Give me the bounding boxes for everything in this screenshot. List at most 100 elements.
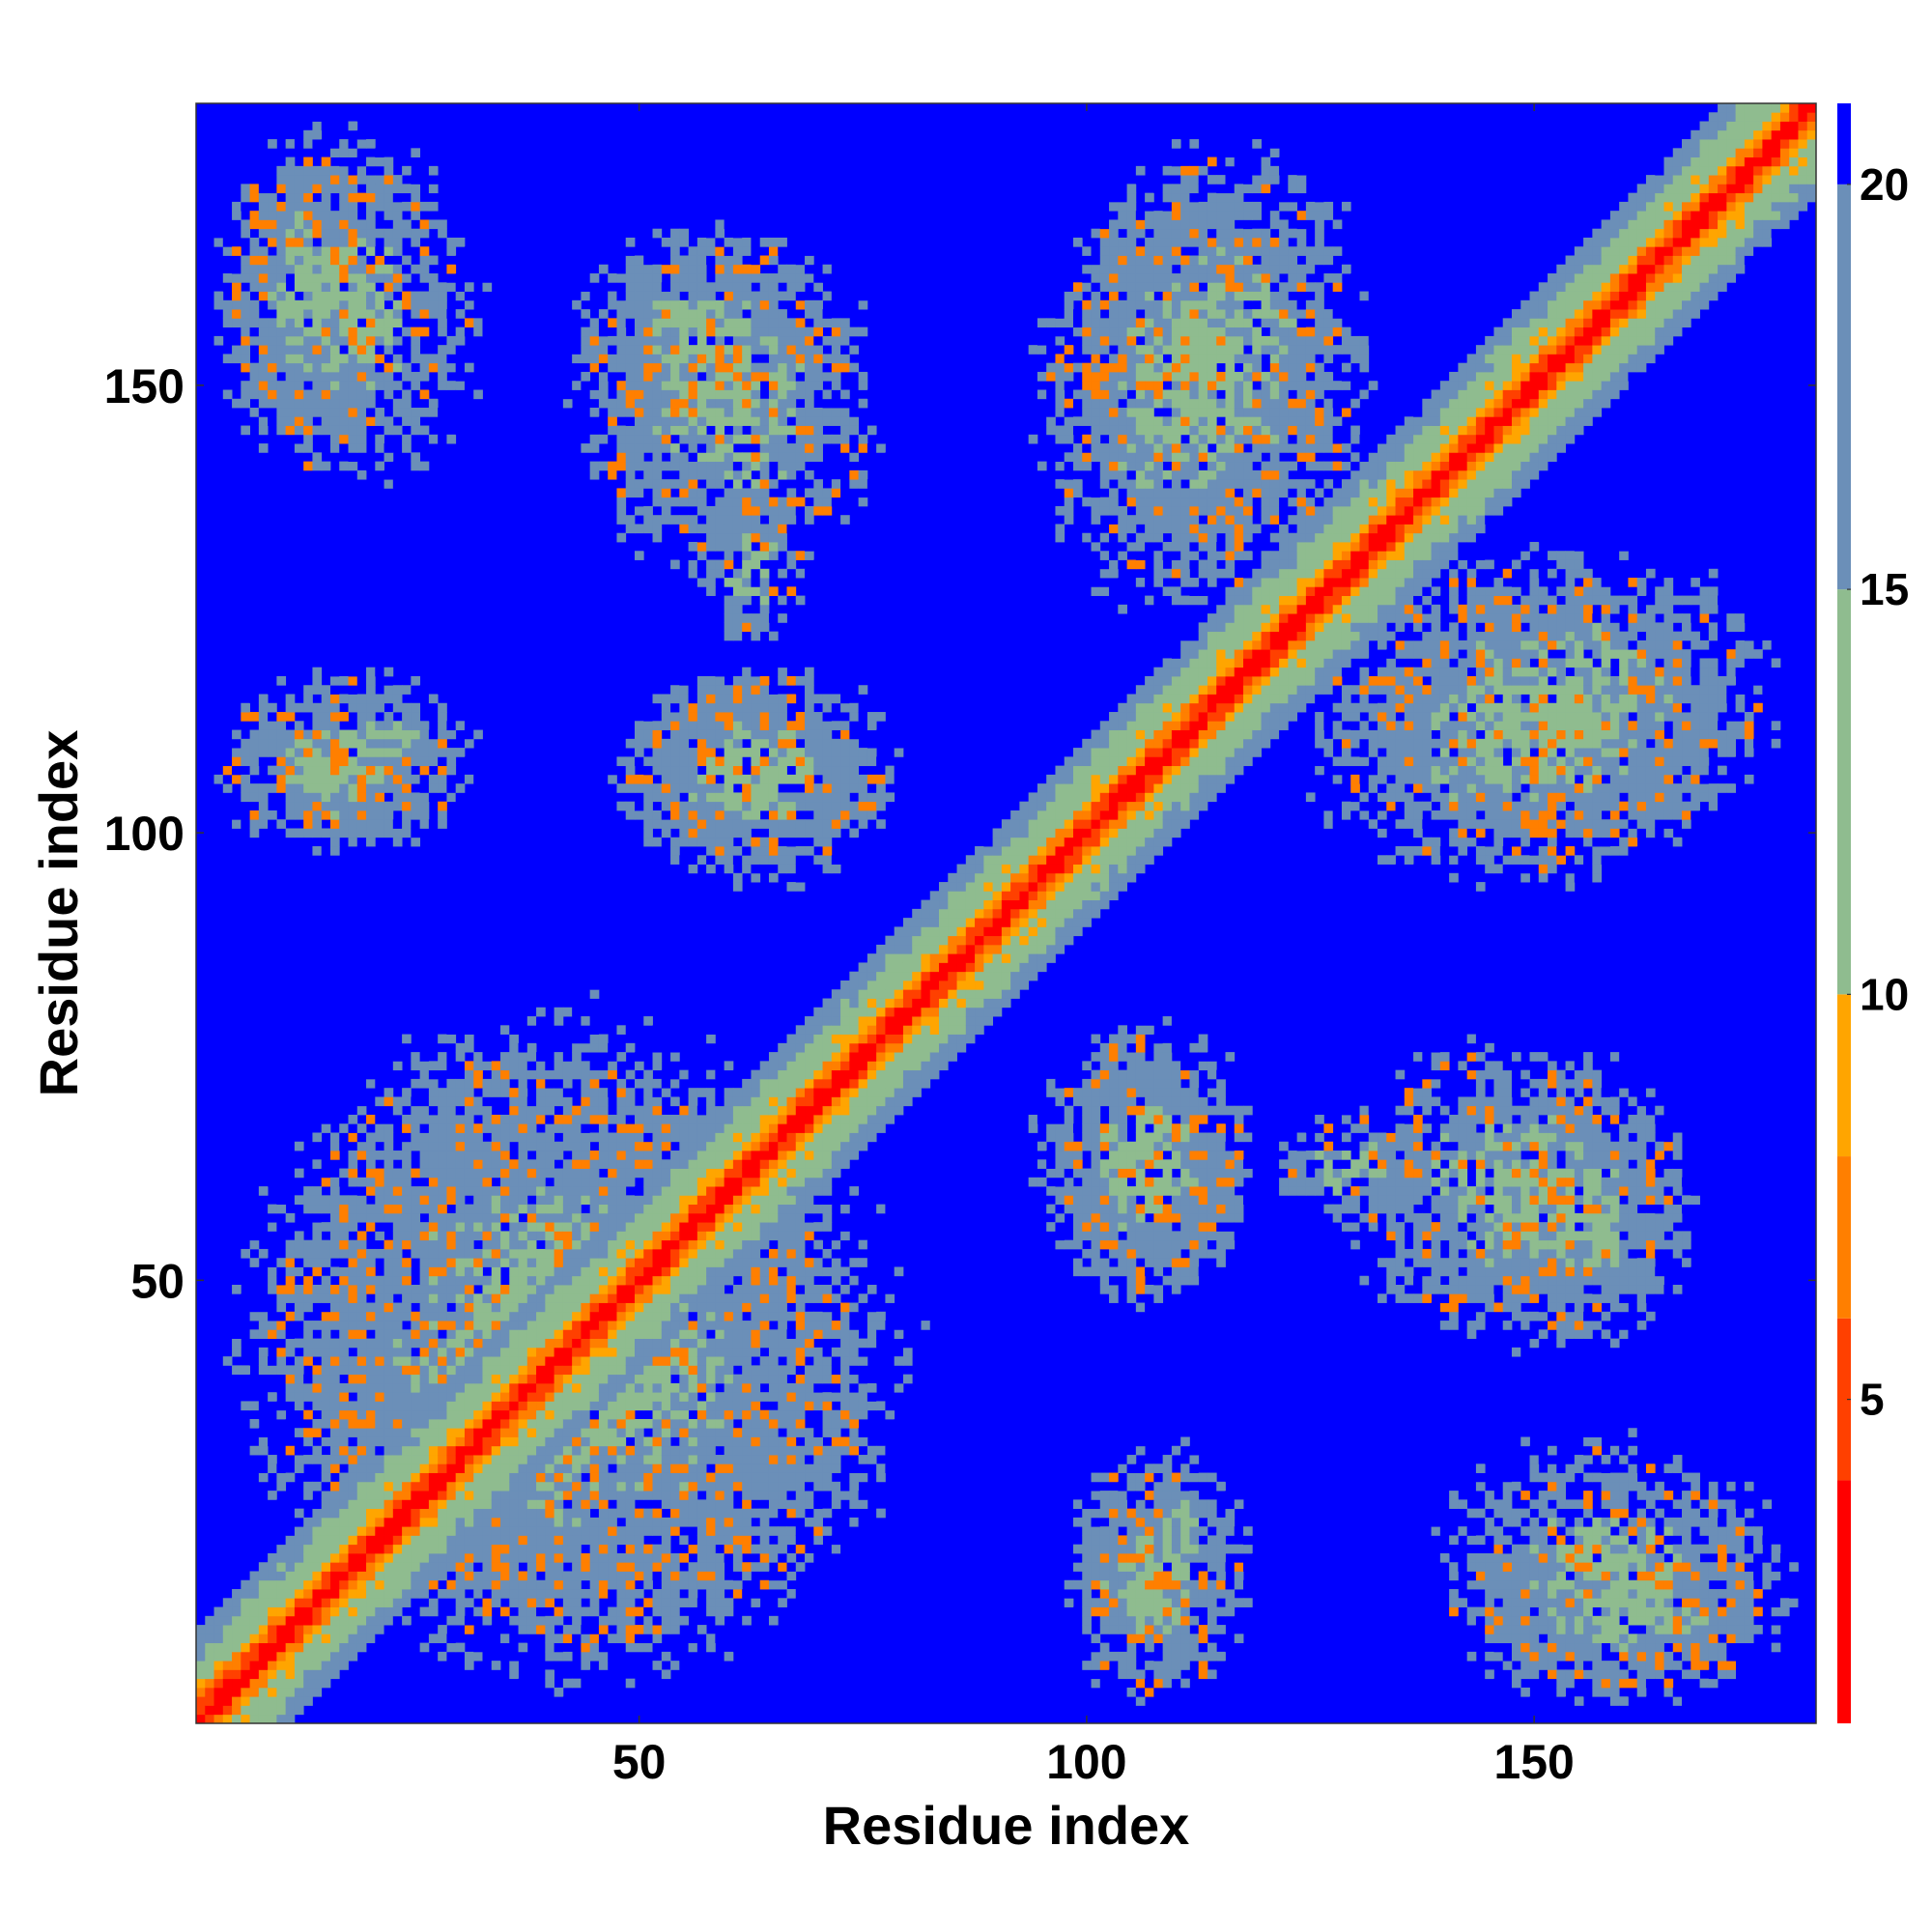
heatmap-cell [509,1069,519,1080]
heatmap-cell [616,1589,627,1599]
heatmap-cell [312,729,323,740]
heatmap-cell [491,1159,501,1169]
heatmap-cell [464,1114,474,1124]
heatmap-cell [562,1275,573,1286]
heatmap-cell [572,1517,582,1527]
heatmap-cell [589,1025,600,1035]
heatmap-cell [562,416,573,426]
heatmap-cell [608,1222,617,1232]
heatmap-cell [562,1606,573,1617]
heatmap-cell [303,1491,313,1500]
heatmap-cell [438,1409,447,1420]
heatmap-cell [348,828,358,838]
heatmap-cell [419,1266,430,1277]
heatmap-cell [616,1661,627,1670]
heatmap-cell [518,1544,528,1554]
heatmap-cell [518,1606,528,1617]
heatmap-cell [598,1436,609,1447]
heatmap-cell [241,1311,250,1321]
heatmap-cell [222,389,233,400]
heatmap-cell [670,1382,680,1393]
heatmap-cell [509,1499,519,1510]
heatmap-cell [455,1275,466,1286]
heatmap-cell [285,345,296,355]
heatmap-cell [554,1606,564,1617]
heatmap-cell [625,389,636,400]
heatmap-cell [455,255,466,266]
heatmap-cell [276,282,287,292]
heatmap-cell [581,1016,591,1026]
heatmap-cell [446,1409,457,1420]
heatmap-cell [545,1123,555,1133]
heatmap-cell [625,756,636,767]
heatmap-cell [419,264,430,274]
heatmap-cell [384,1481,394,1492]
heatmap-cell [392,801,403,811]
heatmap-cell [661,1168,671,1179]
heatmap-cell [616,1239,627,1250]
heatmap-cell [526,1258,537,1267]
heatmap-cell [634,327,644,337]
heatmap-cell [473,1347,483,1357]
heatmap-cell [268,299,277,310]
heatmap-cell [222,1392,233,1402]
heatmap-cell [696,1195,707,1206]
heatmap-cell [285,1151,296,1160]
heatmap-cell [446,1455,457,1464]
heatmap-cell [285,381,296,390]
heatmap-cell [696,882,707,892]
heatmap-cell [258,443,269,453]
heatmap-cell [375,408,384,417]
heatmap-cell [446,398,457,409]
heatmap-cell [581,1329,591,1339]
heatmap-cell [356,1544,367,1554]
heatmap-cell [473,774,483,784]
heatmap-cell [222,237,233,247]
heatmap-cell [562,1651,573,1662]
heatmap-cell [276,1669,287,1680]
heatmap-cell [303,1248,313,1259]
heatmap-cell [608,1517,617,1527]
heatmap-cell [222,792,233,803]
heatmap-cell [562,1177,573,1187]
heatmap-cell [222,219,233,230]
heatmap-cell [696,461,707,471]
heatmap-cell [411,184,421,194]
heatmap-cell [392,1526,403,1536]
heatmap-cell [276,1634,287,1644]
heatmap-cell [526,1598,537,1607]
heatmap-cell [661,1651,671,1662]
heatmap-cell [329,1069,340,1080]
heatmap-cell [411,729,421,740]
heatmap-cell [608,1535,617,1546]
heatmap-cell [634,1347,644,1357]
heatmap-cell [554,1544,564,1554]
heatmap-cell [661,497,671,507]
heatmap-cell [356,1321,367,1330]
heatmap-cell [339,1598,349,1607]
heatmap-cell [348,667,358,677]
heatmap-cell [526,1436,537,1447]
heatmap-cell [526,1069,537,1080]
heatmap-cell [303,175,313,185]
heatmap-cell [205,1661,214,1670]
heatmap-cell [572,1123,582,1133]
heatmap-cell [384,1499,394,1510]
heatmap-cell [536,1338,546,1349]
heatmap-cell [482,255,493,266]
heatmap-cell [375,1562,384,1572]
heatmap-cell [643,1562,653,1572]
heatmap-cell [661,1365,671,1376]
heatmap-cell [321,721,331,730]
heatmap-cell [562,1096,573,1107]
heatmap-cell [438,1141,447,1151]
heatmap-cell [294,184,304,194]
heatmap-cell [321,1356,331,1366]
heatmap-cell [616,1052,627,1062]
heatmap-cell [366,1409,376,1420]
heatmap-cell [696,738,707,749]
heatmap-cell [438,1159,447,1169]
heatmap-cell [348,1481,358,1492]
heatmap-cell [419,1544,430,1554]
heatmap-cell [500,1392,510,1402]
